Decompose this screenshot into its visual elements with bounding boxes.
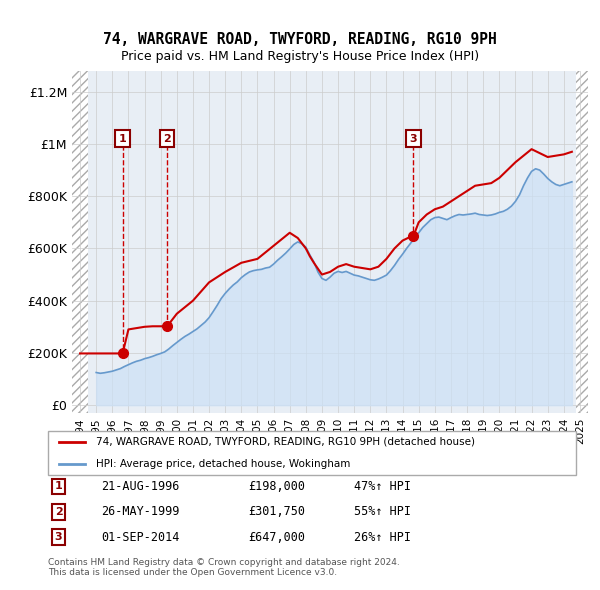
Text: Contains HM Land Registry data © Crown copyright and database right 2024.
This d: Contains HM Land Registry data © Crown c…	[48, 558, 400, 577]
Text: £198,000: £198,000	[248, 480, 305, 493]
Bar	[72, 71, 88, 413]
Text: 1: 1	[55, 481, 62, 491]
Text: 2: 2	[163, 134, 171, 144]
Text: £301,750: £301,750	[248, 505, 305, 518]
Text: Price paid vs. HM Land Registry's House Price Index (HPI): Price paid vs. HM Land Registry's House …	[121, 50, 479, 63]
Text: 3: 3	[410, 134, 417, 144]
Text: 2: 2	[55, 507, 62, 517]
Text: 3: 3	[55, 532, 62, 542]
Text: 1: 1	[119, 134, 127, 144]
Text: HPI: Average price, detached house, Wokingham: HPI: Average price, detached house, Woki…	[95, 459, 350, 469]
Text: 74, WARGRAVE ROAD, TWYFORD, READING, RG10 9PH (detached house): 74, WARGRAVE ROAD, TWYFORD, READING, RG1…	[95, 437, 475, 447]
Text: 55%↑ HPI: 55%↑ HPI	[354, 505, 411, 518]
Text: 26%↑ HPI: 26%↑ HPI	[354, 530, 411, 543]
FancyBboxPatch shape	[48, 431, 576, 475]
Text: 47%↑ HPI: 47%↑ HPI	[354, 480, 411, 493]
Text: £647,000: £647,000	[248, 530, 305, 543]
Text: 21-AUG-1996: 21-AUG-1996	[101, 480, 179, 493]
Bar	[576, 71, 588, 413]
Text: 74, WARGRAVE ROAD, TWYFORD, READING, RG10 9PH: 74, WARGRAVE ROAD, TWYFORD, READING, RG1…	[103, 32, 497, 47]
Text: 01-SEP-2014: 01-SEP-2014	[101, 530, 179, 543]
Text: 26-MAY-1999: 26-MAY-1999	[101, 505, 179, 518]
